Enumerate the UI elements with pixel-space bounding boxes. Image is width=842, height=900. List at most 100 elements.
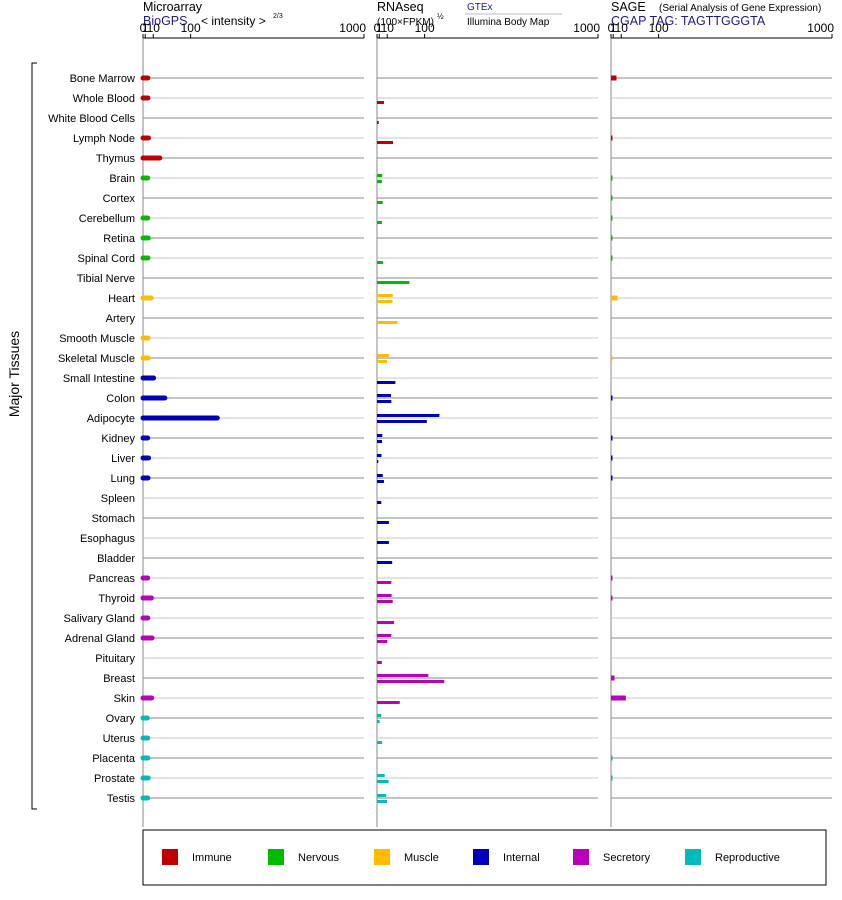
bar-sage-cerebellum (611, 215, 613, 221)
sage-subtitle: CGAP TAG: TAGTTGGGTA (611, 14, 766, 28)
tissue-label-bone-marrow: Bone Marrow (70, 73, 135, 85)
legend-label-nervous: Nervous (298, 852, 339, 864)
tissue-label-pituitary: Pituitary (95, 653, 135, 665)
bar-rnaseq-salivary-gland (377, 621, 395, 624)
bar-sage-skin (611, 695, 626, 701)
bar-rnaseq-tibial-nerve (377, 281, 410, 284)
bar-rnaseq-illumina-brain (377, 180, 382, 183)
bar-rnaseq-whole-blood (377, 101, 384, 104)
bar-rnaseq-skin (377, 701, 400, 704)
bar-rnaseq-gtex-prostate (377, 774, 385, 777)
bar-rnaseq-illumina-heart (377, 300, 393, 303)
bar-rnaseq-gtex-breast (377, 674, 429, 677)
y-axis-label: Major Tissues (6, 331, 22, 417)
y-axis: Major Tissues (6, 62, 37, 810)
legend-item-secretory: Secretory (573, 849, 651, 865)
bar-rnaseq-illumina-ovary (377, 720, 380, 723)
tick-label-sage-0: 0 (608, 21, 615, 35)
legend-label-reproductive: Reproductive (715, 852, 780, 864)
panel-header-sage: SAGE (Serial Analysis of Gene Expression… (611, 0, 821, 28)
rnaseq-title: RNAseq (377, 0, 424, 14)
tick-label-micro-1: 1 (142, 21, 149, 35)
bar-sage-skeletal-muscle (611, 355, 613, 361)
sage-title-note: (Serial Analysis of Gene Expression) (659, 3, 821, 14)
tissue-label-small-intestine: Small Intestine (63, 373, 135, 385)
rnaseq-axis-note: (100×FPKM) (377, 17, 434, 28)
tissue-label-thyroid: Thyroid (98, 593, 135, 605)
bars-layer (140, 75, 626, 803)
bar-sage-thyroid (611, 595, 613, 601)
bar-rnaseq-illumina-prostate (377, 780, 389, 783)
tick-label-micro-1000: 1000 (339, 21, 366, 35)
tick-label-sage-10: 10 (615, 21, 629, 35)
panel-header-rnaseq: RNAseq (100×FPKM) ½ GTEx Illumina Body M… (377, 0, 562, 28)
legend-label-immune: Immune (192, 852, 232, 864)
tissue-label-salivary-gland: Salivary Gland (63, 613, 135, 625)
tissue-label-skeletal-muscle: Skeletal Muscle (58, 353, 135, 365)
tissue-label-retina: Retina (103, 233, 136, 245)
sage-title: SAGE (611, 0, 646, 14)
bar-rnaseq-gtex-brain (377, 174, 383, 177)
bar-rnaseq-gtex-adrenal-gland (377, 634, 392, 637)
legend: Immune Nervous Muscle Internal Secretory Repr… (142, 829, 827, 886)
bar-rnaseq-illumina-lung (377, 480, 384, 483)
tissue-label-lymph-node: Lymph Node (73, 133, 135, 145)
tissue-label-bladder: Bladder (97, 553, 135, 565)
tissue-label-thymus: Thymus (96, 153, 136, 165)
bar-sage-lymph-node (611, 135, 613, 141)
bar-sage-placenta (611, 755, 613, 761)
tissue-label-ovary: Ovary (106, 713, 136, 725)
tick-label-micro-10: 10 (147, 21, 161, 35)
tissue-label-white-blood-cells: White Blood Cells (48, 113, 135, 125)
bar-rnaseq-stomach (377, 521, 389, 524)
tissue-label-tibial-nerve: Tibial Nerve (77, 273, 135, 285)
legend-item-muscle: Muscle (374, 849, 439, 865)
tissue-label-esophagus: Esophagus (80, 533, 136, 545)
bar-rnaseq-gtex-adipocyte (377, 414, 440, 417)
bar-rnaseq-esophagus (377, 541, 389, 544)
bar-rnaseq-gtex-lung (377, 474, 383, 477)
legend-item-internal: Internal (473, 849, 540, 865)
legend-swatch-immune (162, 849, 178, 865)
tissue-label-placenta: Placenta (92, 753, 136, 765)
bar-rnaseq-spinal-cord (377, 261, 383, 264)
bar-rnaseq-white-blood-cells (377, 121, 379, 124)
bar-rnaseq-lymph-node (377, 141, 394, 144)
tissue-label-testis: Testis (107, 793, 136, 805)
tissue-label-whole-blood: Whole Blood (73, 93, 135, 105)
legend-swatch-nervous (268, 849, 284, 865)
tick-label-rna-10: 10 (381, 21, 395, 35)
rnaseq-source-illumina: Illumina Body Map (467, 17, 550, 28)
tissue-label-uterus: Uterus (103, 733, 136, 745)
bar-rnaseq-illumina-skeletal-muscle (377, 360, 387, 363)
bar-rnaseq-small-intestine (377, 381, 396, 384)
bar-rnaseq-illumina-thyroid (377, 600, 393, 603)
tissue-label-liver: Liver (111, 453, 135, 465)
rnaseq-axis-exponent: ½ (437, 12, 444, 21)
tissue-label-cortex: Cortex (103, 193, 136, 205)
bar-rnaseq-illumina-testis (377, 800, 387, 803)
legend-swatch-internal (473, 849, 489, 865)
rows-layer: Bone Marrow Whole Blood White Blood Cells L… (48, 73, 832, 805)
bar-sage-lung (611, 475, 613, 481)
bar-rnaseq-artery (377, 321, 398, 324)
tick-label-micro-100: 100 (181, 21, 201, 35)
tick-label-rna-1000: 1000 (573, 21, 600, 35)
tissue-label-spinal-cord: Spinal Cord (78, 253, 135, 265)
tissue-label-stomach: Stomach (92, 513, 135, 525)
tissue-label-skin: Skin (114, 693, 135, 705)
legend-items: Immune Nervous Muscle Internal Secretory Repr… (162, 849, 780, 865)
tissue-label-kidney: Kidney (101, 433, 135, 445)
tick-label-micro-0: 0 (140, 21, 147, 35)
bar-rnaseq-illumina-liver (377, 460, 379, 463)
bar-sage-heart (611, 295, 618, 301)
tissue-label-adrenal-gland: Adrenal Gland (65, 633, 135, 645)
tick-label-sage-1: 1 (610, 21, 617, 35)
bar-sage-cortex (611, 195, 613, 201)
bar-rnaseq-pituitary (377, 661, 382, 664)
bar-rnaseq-illumina-adrenal-gland (377, 640, 388, 643)
bar-rnaseq-illumina-colon (377, 400, 392, 403)
bar-rnaseq-gtex-colon (377, 394, 392, 397)
